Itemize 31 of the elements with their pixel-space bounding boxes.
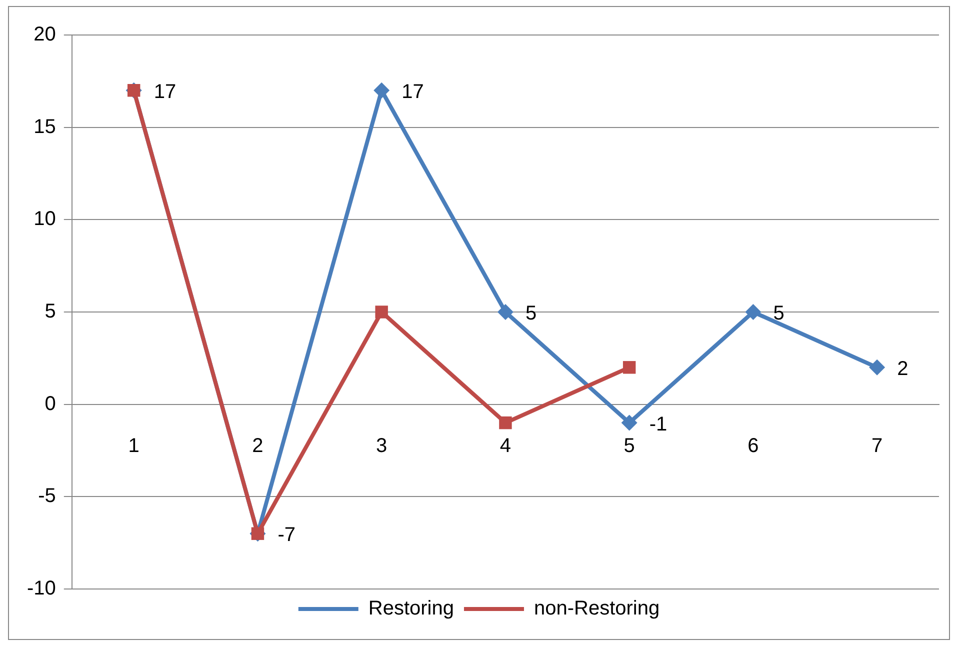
x-tick-label: 2 [252, 434, 264, 457]
data-label: -7 [278, 524, 296, 546]
point [375, 306, 388, 318]
point [745, 304, 762, 320]
legend-label: Restoring [368, 598, 454, 620]
x-tick-label: 1 [128, 434, 140, 457]
data-label: 5 [525, 302, 537, 325]
x-tick-label: 5 [624, 434, 635, 457]
point [621, 414, 638, 431]
y-tick-label: -10 [27, 578, 56, 600]
y-tick-label: 0 [44, 392, 56, 415]
y-tick-label: 20 [34, 24, 56, 46]
y-tick-label: 5 [44, 300, 56, 323]
y-tick-label: 15 [34, 116, 56, 138]
x-tick-label: 4 [500, 434, 512, 457]
data-label: 2 [897, 358, 908, 380]
point [497, 304, 514, 320]
legend-label: non-Restoring [534, 598, 660, 620]
data-label: 5 [773, 302, 784, 325]
x-tick-label: 6 [748, 434, 759, 457]
point [499, 416, 512, 430]
x-tick-label: 3 [376, 434, 388, 457]
data-label: -1 [649, 413, 668, 436]
point [374, 82, 390, 98]
y-tick-label: -5 [38, 485, 56, 508]
y-tick-label: 10 [34, 208, 56, 230]
data-label: 17 [402, 80, 424, 103]
point [622, 361, 636, 374]
x-tick-label: 7 [872, 434, 883, 457]
point [869, 359, 886, 376]
data-label: 17 [154, 80, 176, 103]
